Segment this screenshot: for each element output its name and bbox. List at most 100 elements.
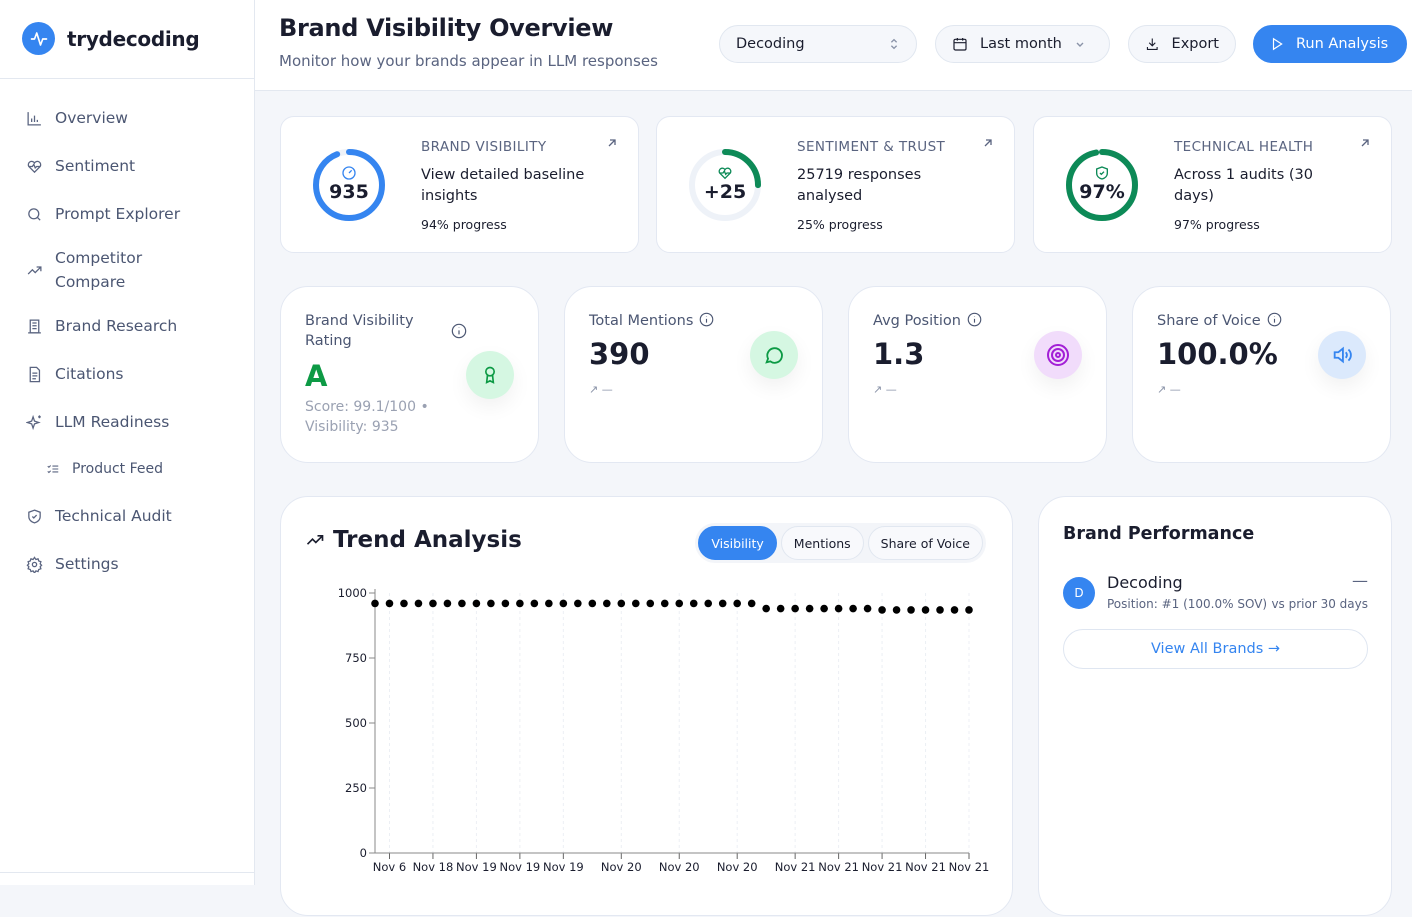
data-point: [805, 604, 814, 613]
download-icon: [1146, 38, 1158, 50]
trend-value: —: [1169, 383, 1181, 396]
x-tick-label: Nov 20: [601, 860, 642, 874]
shield-check-icon: [28, 508, 41, 524]
metric-value: 1.3: [873, 337, 925, 371]
data-point: [936, 606, 944, 614]
x-tick-label: Nov 21: [775, 860, 816, 874]
data-point: [603, 599, 611, 608]
logo[interactable]: trydecoding: [22, 22, 200, 55]
sidebar-item-label: Settings: [55, 555, 119, 573]
tab-share-of-voice[interactable]: Share of Voice: [867, 526, 983, 560]
data-point: [863, 604, 872, 613]
sidebar: trydecoding Overview Sentiment Prompt Ex…: [0, 0, 255, 885]
info-icon[interactable]: [451, 323, 467, 339]
date-range-select[interactable]: Last month: [935, 25, 1110, 63]
document-icon: [29, 366, 41, 382]
x-tick-label: Nov 21: [818, 860, 859, 874]
y-tick-label: 750: [345, 651, 367, 665]
y-tick-label: 1000: [338, 586, 367, 600]
data-point: [762, 604, 770, 613]
chevron-up-down-icon: [890, 38, 898, 50]
arrow-up-right-icon[interactable]: [982, 137, 994, 149]
sidebar-item-llm-readiness[interactable]: LLM Readiness: [0, 398, 254, 446]
trend-value: —: [885, 383, 897, 396]
info-icon[interactable]: [699, 312, 714, 327]
data-point: [718, 599, 727, 608]
arrow-up-right-icon[interactable]: [606, 137, 618, 149]
data-point: [545, 599, 553, 608]
gauge-icon: [342, 166, 356, 180]
progress-ring: [1066, 149, 1138, 221]
progress-ring: [689, 149, 761, 221]
trending-up-icon: [306, 535, 324, 545]
trend-chart: Nov 6 Nov 18 Nov 19 Nov 19 Nov 19 Nov 20 Nov 2…: [338, 586, 990, 874]
x-tick-label: Nov 19: [543, 860, 584, 874]
x-tick-label: Nov 19: [456, 860, 497, 874]
search-icon: [28, 207, 41, 221]
building-icon: [28, 318, 41, 334]
tab-mentions[interactable]: Mentions: [780, 526, 864, 560]
metric-label-text: Avg Position: [873, 313, 961, 329]
sidebar-item-label: Competitor Compare: [55, 249, 143, 291]
x-tick-label: Nov 20: [659, 860, 700, 874]
metric-label: Brand Visibility Rating: [305, 313, 414, 349]
export-button[interactable]: Export: [1128, 25, 1236, 63]
sidebar-item-product-feed[interactable]: Product Feed: [0, 446, 254, 492]
run-analysis-label: Run Analysis: [1296, 36, 1389, 52]
card-description: 25719 responses analysed: [797, 167, 922, 204]
sidebar-item-prompt-explorer[interactable]: Prompt Explorer: [0, 190, 254, 238]
x-tick-label: Nov 18: [413, 860, 454, 874]
metric-value: 390: [589, 337, 650, 371]
brand-visibility-card[interactable]: 935 BRAND VISIBILITY View detailed basel…: [280, 116, 639, 253]
view-all-brands-button[interactable]: View All Brands →: [1063, 629, 1368, 669]
sidebar-item-technical-audit[interactable]: Technical Audit: [0, 492, 254, 540]
brand-select[interactable]: Decoding: [719, 25, 917, 63]
export-label: Export: [1171, 36, 1219, 52]
data-point: [631, 599, 640, 608]
brand-row[interactable]: D Decoding Position: #1 (100.0% SOV) — v…: [1063, 571, 1368, 613]
total-mentions-card: Total Mentions 390 ↗ —: [564, 286, 823, 463]
card-description: View detailed baseline insights: [421, 167, 585, 204]
metric-trend: ↗ —: [873, 383, 897, 396]
x-tick-label: Nov 20: [717, 860, 758, 874]
sidebar-item-citations[interactable]: Citations: [0, 350, 254, 398]
card-label: TECHNICAL HEALTH: [1174, 139, 1314, 155]
data-point: [791, 604, 799, 613]
sidebar-item-brand-research[interactable]: Brand Research: [0, 302, 254, 350]
sidebar-item-settings[interactable]: Settings: [0, 540, 254, 588]
data-point: [458, 599, 466, 608]
tab-visibility[interactable]: Visibility: [698, 526, 777, 560]
sidebar-item-competitor-compare[interactable]: Competitor Compare: [0, 238, 254, 302]
sidebar-item-label: Overview: [55, 109, 128, 127]
heart-pulse-icon: [27, 160, 42, 173]
brand-performance-card: Brand Performance D Decoding Position: #…: [1038, 496, 1392, 916]
progress-ring: [313, 149, 385, 221]
data-point: [776, 604, 785, 613]
data-point: [892, 606, 901, 614]
app-name: trydecoding: [67, 26, 200, 51]
card-progress: 97% progress: [1174, 217, 1260, 232]
card-description: Across 1 audits (30 days): [1174, 167, 1313, 204]
share-of-voice-card: Share of Voice 100.0% ↗ —: [1132, 286, 1391, 463]
run-analysis-button[interactable]: Run Analysis: [1253, 25, 1407, 63]
arrow-up-right-icon[interactable]: [1359, 137, 1371, 149]
rating-detail: Score: 99.1/100 • Visibility: 935: [305, 399, 429, 435]
sidebar-item-sentiment[interactable]: Sentiment: [0, 142, 254, 190]
data-point: [472, 599, 481, 608]
data-point: [559, 599, 568, 608]
data-point: [530, 599, 539, 608]
brand-change: —: [1352, 571, 1368, 590]
calendar-icon: [953, 38, 967, 51]
info-icon[interactable]: [967, 312, 982, 327]
data-point: [733, 599, 741, 608]
sidebar-item-overview[interactable]: Overview: [0, 94, 254, 142]
sentiment-trust-card[interactable]: +25 SENTIMENT & TRUST 25719 responses an…: [656, 116, 1015, 253]
info-icon[interactable]: [1267, 312, 1282, 327]
target-icon: [1034, 331, 1082, 379]
metric-label: Total Mentions: [589, 311, 714, 331]
metric-trend: ↗ —: [589, 383, 613, 396]
chevron-down-icon: [1076, 42, 1084, 47]
metric-label: Avg Position: [873, 311, 982, 331]
trend-tabs: Visibility Mentions Share of Voice: [695, 523, 986, 563]
technical-health-card[interactable]: 97% TECHNICAL HEALTH Across 1 audits (30…: [1033, 116, 1392, 253]
